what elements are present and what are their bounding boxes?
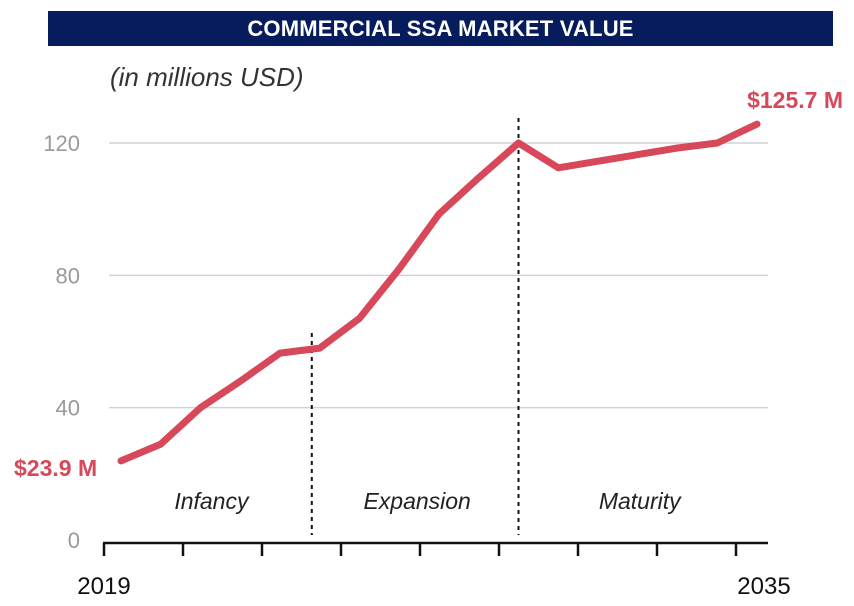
phase-labels: Infancy Expansion Maturity xyxy=(174,488,682,514)
end-value-label: $125.7 M xyxy=(747,87,843,113)
y-tick-label-120: 120 xyxy=(43,131,80,156)
x-axis: 2019 2035 xyxy=(77,541,791,600)
data-point xyxy=(637,154,639,156)
y-tick-label-80: 80 xyxy=(56,263,80,288)
data-point xyxy=(677,147,678,149)
data-point xyxy=(716,142,718,144)
series-group xyxy=(117,120,761,465)
data-point xyxy=(359,317,360,319)
data-point xyxy=(319,347,321,349)
data-point xyxy=(438,213,440,215)
phase-label-expansion: Expansion xyxy=(363,488,470,514)
data-point xyxy=(200,407,201,409)
chart-subtitle: (in millions USD) xyxy=(110,62,304,92)
data-labels: $23.9 M $125.7 M xyxy=(14,87,843,481)
data-point xyxy=(597,160,599,162)
gridlines xyxy=(109,142,768,409)
data-point xyxy=(557,167,559,169)
data-point xyxy=(239,380,241,382)
data-point xyxy=(756,123,758,125)
phase-label-infancy: Infancy xyxy=(174,488,250,514)
data-point xyxy=(518,142,519,144)
series-line-1 xyxy=(117,120,761,465)
phase-dividers xyxy=(310,118,520,535)
y-tick-label-40: 40 xyxy=(56,396,80,421)
y-axis-ticks: 0 40 80 120 xyxy=(43,131,80,553)
x-tick-label-end: 2035 xyxy=(737,573,790,600)
data-point xyxy=(478,177,480,179)
chart-title: COMMERCIAL SSA MARKET VALUE xyxy=(48,11,833,46)
data-point xyxy=(398,268,400,270)
x-tick-label-start: 2019 xyxy=(77,573,130,600)
start-value-label: $23.9 M xyxy=(14,455,97,481)
y-tick-label-0: 0 xyxy=(68,528,80,553)
phase-label-maturity: Maturity xyxy=(599,488,682,514)
data-point xyxy=(120,460,122,462)
data-point xyxy=(160,443,162,445)
data-point xyxy=(279,352,281,354)
